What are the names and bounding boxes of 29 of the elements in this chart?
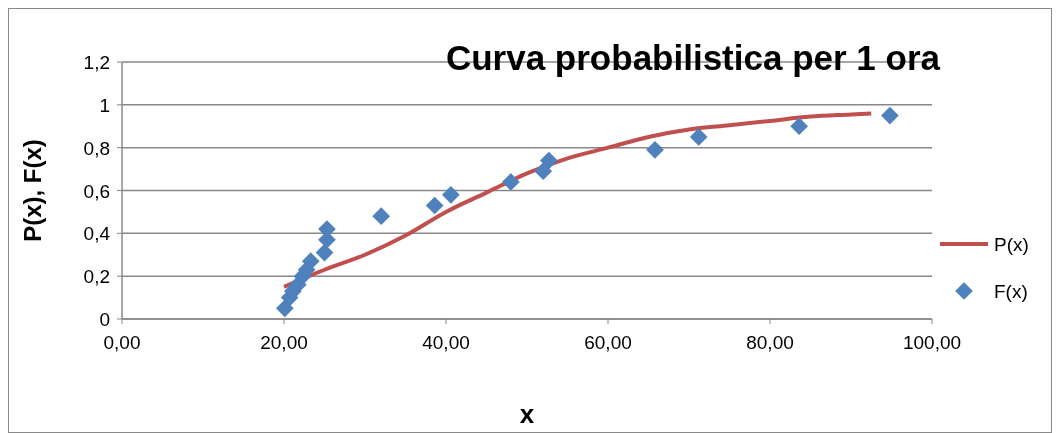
point xyxy=(534,162,553,181)
y-axis-title: P(x), F(x) xyxy=(19,139,46,242)
y-tick-label: 0,2 xyxy=(83,266,110,288)
point xyxy=(689,128,708,146)
legend-label: P(x) xyxy=(994,234,1029,255)
x-tick-label: 0,00 xyxy=(103,332,141,353)
x-tick-label: 20,00 xyxy=(260,332,308,353)
legend-label: F(x) xyxy=(994,281,1028,302)
y-tick-label: 1,2 xyxy=(83,52,110,73)
point xyxy=(790,117,809,136)
x-axis-title: x xyxy=(519,399,535,429)
point xyxy=(442,185,460,204)
point xyxy=(540,151,558,170)
point xyxy=(501,173,520,191)
y-tick-label: 0,8 xyxy=(83,137,110,159)
point xyxy=(425,196,444,215)
y-tick-label: 0,6 xyxy=(83,180,110,202)
y-tick-label: 0 xyxy=(99,309,110,330)
x-tick-label: 80,00 xyxy=(746,332,794,353)
chart-title: Curva probabilistica per 1 ora xyxy=(445,38,941,77)
x-tick-label: 100,00 xyxy=(902,332,962,353)
point xyxy=(881,106,899,125)
y-tick-label: 0,4 xyxy=(83,223,111,245)
x-tick-label: 40,00 xyxy=(422,332,470,353)
point xyxy=(275,299,294,318)
x-tick-label: 60,00 xyxy=(584,332,632,353)
point xyxy=(372,207,391,226)
point xyxy=(646,140,664,159)
y-tick-label: 1 xyxy=(99,94,110,116)
